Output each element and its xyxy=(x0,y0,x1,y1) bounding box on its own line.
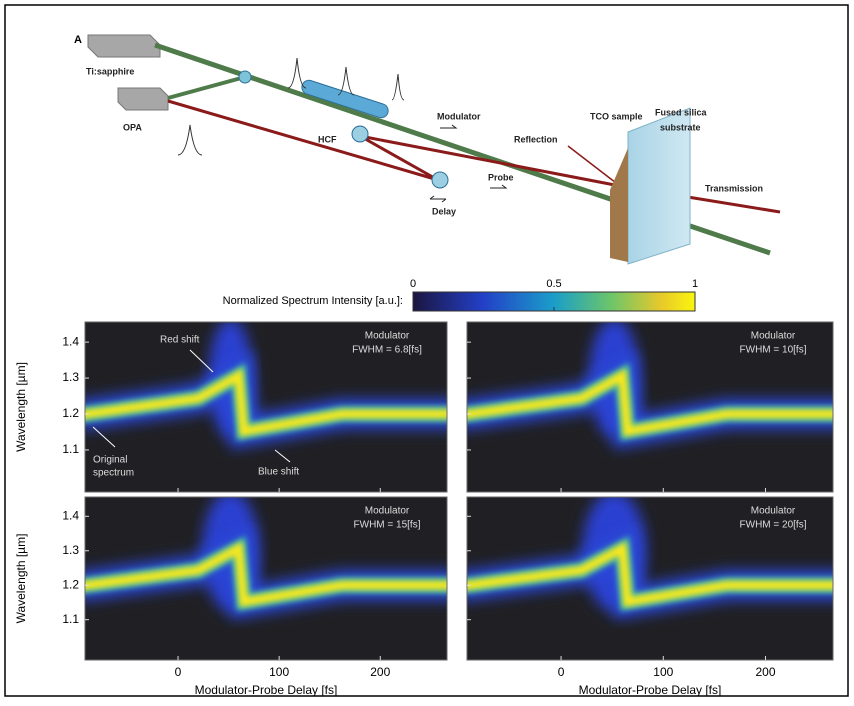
y-axis-label: Wavelength [µm] xyxy=(14,534,28,624)
colorbar-tick-label: 0 xyxy=(410,278,416,290)
label: Modulator xyxy=(437,111,481,121)
label: Transmission xyxy=(705,183,763,193)
setup-diagram: A Ti:sapphire OPA HCF Modulator Reflecti… xyxy=(74,34,780,264)
panel-annotation: Modulator xyxy=(751,506,796,517)
label: Reflection xyxy=(514,134,558,144)
label: OPA xyxy=(123,122,142,132)
y-tick-label: 1.1 xyxy=(62,442,79,456)
label: Fused silica xyxy=(655,107,708,117)
label: substrate xyxy=(660,122,701,132)
pulse xyxy=(392,74,404,100)
x-axis-label: Modulator-Probe Delay [fs] xyxy=(195,683,338,697)
colorbar-tick-label: 0.5 xyxy=(546,278,561,290)
pulse xyxy=(178,125,202,155)
y-tick-label: 1.2 xyxy=(62,577,79,591)
label: Delay xyxy=(432,206,456,216)
arrow xyxy=(490,185,506,188)
x-tick-label: 200 xyxy=(370,665,390,679)
panel-annotation: FWHM = 20[fs] xyxy=(740,520,807,531)
laser-box xyxy=(88,35,160,57)
panel-annotation: Modulator xyxy=(365,331,410,342)
x-tick-label: 100 xyxy=(269,665,289,679)
combiner xyxy=(239,71,251,83)
colorbar-tick-label: 1 xyxy=(692,278,698,290)
y-axis-label: Wavelength [µm] xyxy=(14,362,28,452)
panel-annotation: FWHM = 10[fs] xyxy=(740,345,807,356)
y-tick-label: 1.1 xyxy=(62,612,79,626)
heatmap-panel: Modulator FWHM = 15[fs] 1.1 1.2 1.3 1.4 0 100 20… xyxy=(14,491,461,697)
arrow xyxy=(440,125,456,128)
annotation: Blue shift xyxy=(258,467,299,478)
y-tick-label: 1.4 xyxy=(62,334,79,348)
label: TCO sample xyxy=(590,111,643,121)
tco-layer xyxy=(610,148,628,262)
delay-mirror xyxy=(432,172,448,188)
label: HCF xyxy=(318,134,337,144)
annotation: Original xyxy=(93,455,127,466)
panel-annotation: Modulator xyxy=(365,506,410,517)
y-tick-label: 1.3 xyxy=(62,543,79,557)
x-tick-label: 100 xyxy=(653,665,673,679)
panel-annotation: FWHM = 15[fs] xyxy=(354,520,421,531)
annotation: spectrum xyxy=(93,468,134,479)
x-tick-label: 0 xyxy=(558,665,565,679)
panel-annotation: Modulator xyxy=(751,331,796,342)
panel-annotation: FWHM = 6.8[fs] xyxy=(352,345,422,356)
x-tick-label: 200 xyxy=(756,665,776,679)
colorbar-label: Normalized Spectrum Intensity [a.u.]: xyxy=(223,295,403,307)
heatmap-panel: Modulator FWHM = 6.8[fs] Red shift Blue shi… xyxy=(14,318,461,492)
panel-letter: A xyxy=(74,34,82,46)
opa-box xyxy=(118,88,168,110)
x-axis-label: Modulator-Probe Delay [fs] xyxy=(579,683,722,697)
y-tick-label: 1.3 xyxy=(62,370,79,384)
y-tick-label: 1.4 xyxy=(62,508,79,522)
figure: A Ti:sapphire OPA HCF Modulator Reflecti… xyxy=(0,0,854,701)
label: Ti:sapphire xyxy=(86,66,134,76)
label: Probe xyxy=(488,172,514,182)
mirror xyxy=(352,126,368,142)
heatmap-panel: Modulator FWHM = 10[fs] xyxy=(459,318,848,492)
x-tick-label: 0 xyxy=(175,665,182,679)
y-tick-label: 1.2 xyxy=(62,406,79,420)
heatmap-panel: Modulator FWHM = 20[fs] 0 100 200 Modulator-P… xyxy=(459,491,848,697)
arrow xyxy=(430,196,446,202)
annotation: Red shift xyxy=(160,335,200,346)
page: A Ti:sapphire OPA HCF Modulator Reflecti… xyxy=(0,0,854,706)
opa-beam xyxy=(168,77,245,98)
